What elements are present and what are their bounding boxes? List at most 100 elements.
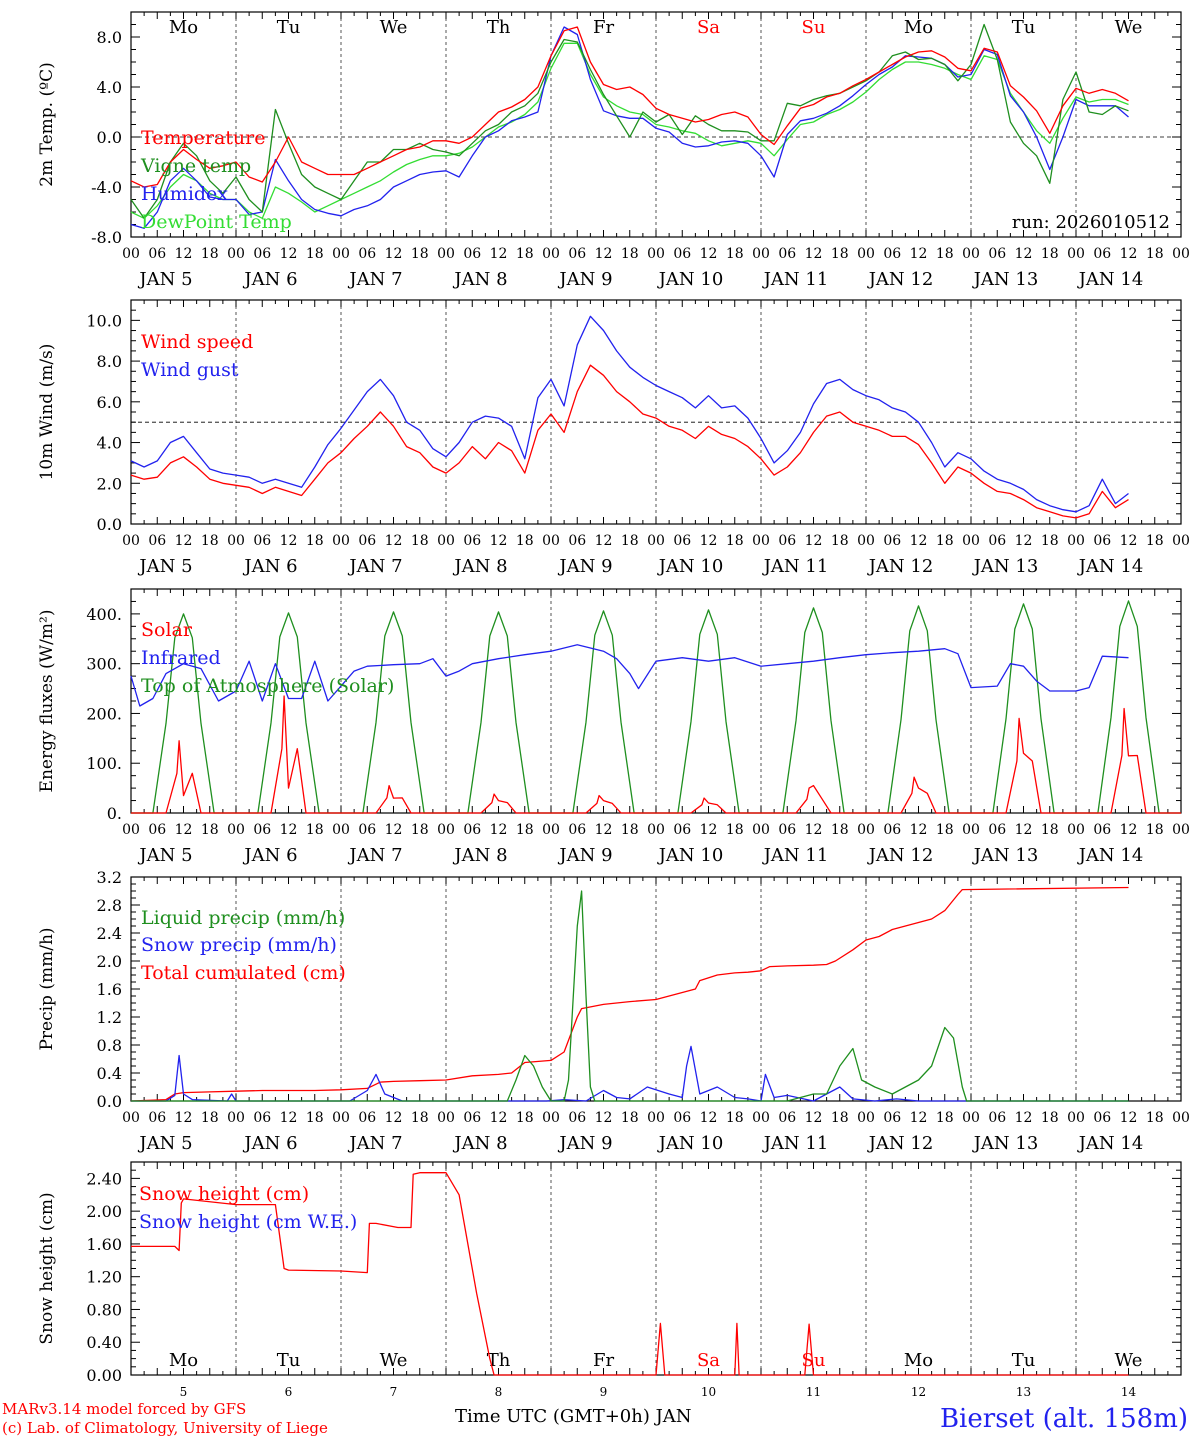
hour-tick-label: 12	[175, 246, 193, 262]
y-tick-label: 2.4	[97, 924, 122, 943]
hour-tick-label: 18	[1146, 533, 1164, 549]
hour-tick-label: 06	[883, 1110, 901, 1126]
legend-entry: Temperature	[141, 127, 265, 149]
y-axis-label: Energy fluxes (W/m²)	[37, 610, 57, 793]
hour-tick-label: 12	[175, 533, 193, 549]
hour-tick-label: 00	[542, 822, 560, 838]
date-label: JAN 5	[137, 1133, 192, 1154]
hour-tick-label: 18	[411, 822, 429, 838]
day-number-label: 8	[495, 1385, 503, 1399]
date-label: JAN 8	[452, 556, 507, 577]
series-line-vigne-temp	[130, 23, 1129, 219]
hour-tick-label: 12	[700, 533, 718, 549]
legend-entry: DewPoint Temp	[141, 211, 292, 233]
hour-tick-label: 06	[778, 1110, 796, 1126]
hour-tick-label: 12	[1120, 246, 1138, 262]
hour-tick-label: 00	[752, 246, 770, 262]
date-label: JAN 12	[867, 269, 934, 290]
hour-tick-label: 18	[726, 822, 744, 838]
day-abbr-label: Su	[802, 17, 826, 38]
date-label: JAN 5	[137, 845, 192, 866]
legend-entry: Snow height (cm)	[139, 1183, 309, 1205]
date-label: JAN 12	[867, 556, 934, 577]
hour-tick-label: 12	[1120, 1110, 1138, 1126]
hour-tick-label: 06	[778, 246, 796, 262]
y-tick-label: 0.	[107, 804, 122, 823]
hour-tick-label: 00	[122, 533, 140, 549]
hour-tick-label: 06	[568, 822, 586, 838]
hour-tick-label: 18	[201, 1110, 219, 1126]
hour-tick-label: 12	[385, 822, 403, 838]
hour-tick-label: 06	[1093, 822, 1111, 838]
hour-tick-label: 18	[831, 1110, 849, 1126]
hour-tick-label: 06	[988, 533, 1006, 549]
hour-tick-label: 12	[805, 1110, 823, 1126]
legend-entry: Infrared	[141, 647, 221, 669]
hour-tick-label: 00	[962, 533, 980, 549]
y-tick-label: 2.00	[86, 1202, 122, 1221]
y-tick-label: 0.8	[97, 1036, 122, 1055]
date-label: JAN 9	[557, 556, 612, 577]
hour-tick-label: 18	[1146, 822, 1164, 838]
hour-tick-label: 00	[122, 822, 140, 838]
hour-tick-label: 06	[148, 533, 166, 549]
hour-tick-label: 12	[175, 822, 193, 838]
hour-tick-label: 00	[227, 822, 245, 838]
hour-tick-label: 18	[516, 822, 534, 838]
day-number-label: 13	[1016, 1385, 1031, 1399]
y-tick-label: 300.	[86, 655, 122, 674]
y-tick-label: 2.0	[97, 474, 122, 493]
date-label: JAN 6	[242, 845, 297, 866]
day-number-label: 10	[701, 1385, 716, 1399]
hour-tick-label: 00	[752, 1110, 770, 1126]
hour-tick-label: 00	[332, 533, 350, 549]
hour-tick-label: 06	[568, 246, 586, 262]
date-label: JAN 13	[972, 556, 1039, 577]
legend-entry: Humidex	[141, 183, 228, 205]
hour-tick-label: 12	[700, 822, 718, 838]
hour-tick-label: 00	[857, 822, 875, 838]
day-number-label: 12	[911, 1385, 926, 1399]
hour-tick-label: 00	[1172, 1110, 1190, 1126]
day-abbr-label: Th	[487, 17, 511, 38]
hour-tick-label: 06	[148, 1110, 166, 1126]
hour-tick-label: 00	[437, 533, 455, 549]
y-tick-label: -4.0	[91, 178, 122, 197]
y-tick-label: 100.	[86, 754, 122, 773]
hour-tick-label: 12	[910, 533, 928, 549]
hour-tick-label: 12	[595, 1110, 613, 1126]
date-label: JAN 9	[557, 845, 612, 866]
hour-tick-label: 18	[201, 822, 219, 838]
day-abbr-label: Su	[802, 1350, 826, 1371]
hour-tick-label: 06	[463, 822, 481, 838]
date-label: JAN 8	[452, 269, 507, 290]
hour-tick-label: 18	[306, 246, 324, 262]
hour-tick-label: 12	[280, 246, 298, 262]
date-label: JAN 10	[657, 556, 724, 577]
hour-tick-label: 18	[831, 822, 849, 838]
legend-entry: Solar	[141, 619, 193, 641]
date-label: JAN 14	[1077, 269, 1144, 290]
legend-entry: Wind speed	[141, 331, 253, 353]
hour-tick-label: 12	[910, 822, 928, 838]
series-line-solar	[131, 695, 1181, 814]
hour-tick-label: 00	[647, 246, 665, 262]
hour-tick-label: 12	[805, 822, 823, 838]
y-tick-label: 4.0	[97, 434, 122, 453]
hour-tick-label: 12	[595, 533, 613, 549]
hour-tick-label: 00	[857, 1110, 875, 1126]
date-label: JAN 12	[867, 1133, 934, 1154]
hour-tick-label: 18	[726, 246, 744, 262]
y-tick-label: 0.0	[97, 1092, 122, 1111]
day-abbr-label: Sa	[697, 1350, 720, 1371]
hour-tick-label: 18	[516, 533, 534, 549]
y-tick-label: -8.0	[91, 228, 122, 247]
panel-wind: 0.0 2.0 4.0 6.0 8.0 10.0 10m Wind (m/s) 00 06 12 1…	[37, 299, 1190, 577]
y-tick-label: 1.2	[97, 1008, 122, 1027]
series-line-wind-gust	[130, 315, 1129, 513]
hour-tick-label: 00	[962, 822, 980, 838]
hour-tick-label: 06	[673, 822, 691, 838]
legend-entry: Wind gust	[141, 359, 239, 381]
hour-tick-label: 00	[647, 533, 665, 549]
hour-tick-label: 12	[1120, 533, 1138, 549]
